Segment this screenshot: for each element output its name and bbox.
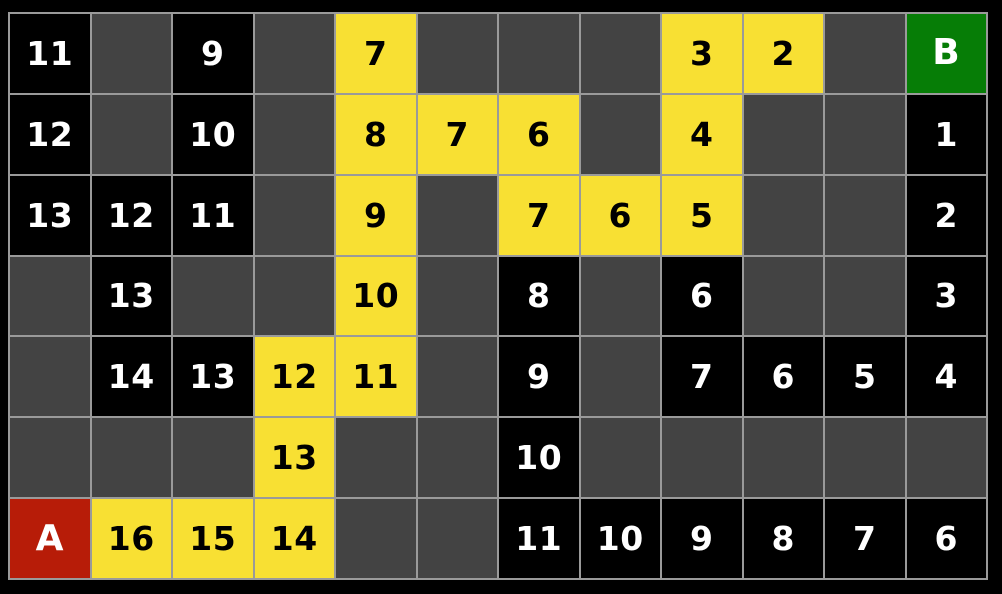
- grid-cell-empty[interactable]: [825, 418, 905, 498]
- grid-cell-path[interactable]: 7: [417, 94, 497, 174]
- grid-cell-path[interactable]: 4: [662, 94, 742, 174]
- grid-cell-visited[interactable]: 8: [743, 499, 823, 578]
- grid-cell-empty[interactable]: [173, 418, 253, 498]
- grid-cell-visited[interactable]: 7: [662, 337, 742, 417]
- grid-cell-visited[interactable]: 6: [662, 256, 742, 336]
- grid-cell-path[interactable]: 14: [254, 499, 334, 578]
- grid-cell-visited[interactable]: 8: [499, 256, 579, 336]
- grid-cell-visited[interactable]: 12: [91, 175, 171, 255]
- grid-cell-empty[interactable]: [580, 94, 660, 174]
- grid-cell-start[interactable]: A: [10, 499, 90, 578]
- grid-cell-visited[interactable]: 11: [499, 499, 579, 578]
- grid-cell-empty[interactable]: [417, 418, 497, 498]
- grid-cell-empty[interactable]: [417, 499, 497, 578]
- grid-cell-empty[interactable]: [91, 94, 171, 174]
- grid-cell-visited[interactable]: 9: [499, 337, 579, 417]
- grid-cell-empty[interactable]: [825, 175, 905, 255]
- grid-cell-visited[interactable]: 10: [173, 94, 253, 174]
- grid-cell-path[interactable]: 6: [499, 94, 579, 174]
- grid-cell-path[interactable]: 5: [662, 175, 742, 255]
- grid-cell-empty[interactable]: [254, 256, 334, 336]
- grid-cell-visited[interactable]: 5: [825, 337, 905, 417]
- grid-cell-path[interactable]: 7: [336, 14, 416, 93]
- grid-cell-empty[interactable]: [743, 418, 823, 498]
- grid-cell-empty[interactable]: [254, 94, 334, 174]
- grid-cell-empty[interactable]: [580, 256, 660, 336]
- grid-cell-empty[interactable]: [10, 418, 90, 498]
- grid-cell-empty[interactable]: [580, 337, 660, 417]
- grid-cell-visited[interactable]: 9: [662, 499, 742, 578]
- grid-cell-empty[interactable]: [336, 499, 416, 578]
- grid-cell-visited[interactable]: 12: [10, 94, 90, 174]
- grid-cell-empty[interactable]: [10, 256, 90, 336]
- pathfinding-grid: 11 9 7 3 2 B 12 10 8 7 6 4 1 13 12 11 9 7 6 5 2 13 10 8 6 3 14 13 12…: [8, 12, 988, 580]
- grid-cell-path[interactable]: 7: [499, 175, 579, 255]
- grid-cell-path[interactable]: 15: [173, 499, 253, 578]
- grid-cell-empty[interactable]: [743, 256, 823, 336]
- grid-cell-visited[interactable]: 1: [906, 94, 986, 174]
- grid-cell-visited[interactable]: 13: [10, 175, 90, 255]
- grid-cell-path[interactable]: 8: [336, 94, 416, 174]
- grid-cell-path[interactable]: 16: [91, 499, 171, 578]
- grid-cell-empty[interactable]: [662, 418, 742, 498]
- grid-cell-visited[interactable]: 2: [906, 175, 986, 255]
- grid-cell-empty[interactable]: [417, 14, 497, 93]
- grid-cell-empty[interactable]: [743, 175, 823, 255]
- grid-cell-empty[interactable]: [417, 337, 497, 417]
- grid-cell-empty[interactable]: [499, 14, 579, 93]
- grid-cell-visited[interactable]: 3: [906, 256, 986, 336]
- grid-cell-visited[interactable]: 7: [825, 499, 905, 578]
- grid-cell-visited[interactable]: 9: [173, 14, 253, 93]
- grid-cell-visited[interactable]: 13: [173, 337, 253, 417]
- grid-cell-empty[interactable]: [580, 14, 660, 93]
- grid-cell-empty[interactable]: [417, 256, 497, 336]
- grid-cell-path[interactable]: 3: [662, 14, 742, 93]
- grid-cell-empty[interactable]: [825, 256, 905, 336]
- grid-cell-empty[interactable]: [91, 418, 171, 498]
- grid-cell-empty[interactable]: [825, 14, 905, 93]
- grid-cell-path[interactable]: 10: [336, 256, 416, 336]
- grid-cell-empty[interactable]: [743, 94, 823, 174]
- grid-cell-visited[interactable]: 10: [499, 418, 579, 498]
- grid-cell-empty[interactable]: [825, 94, 905, 174]
- grid-cell-visited[interactable]: 11: [10, 14, 90, 93]
- grid-cell-visited[interactable]: 6: [906, 499, 986, 578]
- grid-cell-goal[interactable]: B: [906, 14, 986, 93]
- grid-cell-empty[interactable]: [906, 418, 986, 498]
- grid-cell-empty[interactable]: [417, 175, 497, 255]
- grid-cell-empty[interactable]: [173, 256, 253, 336]
- grid-cell-empty[interactable]: [254, 14, 334, 93]
- grid-cell-path[interactable]: 12: [254, 337, 334, 417]
- grid-cell-visited[interactable]: 10: [580, 499, 660, 578]
- grid-cell-path[interactable]: 6: [580, 175, 660, 255]
- grid-cell-visited[interactable]: 14: [91, 337, 171, 417]
- grid-cell-path[interactable]: 2: [743, 14, 823, 93]
- grid-cell-visited[interactable]: 4: [906, 337, 986, 417]
- grid-cell-visited[interactable]: 11: [173, 175, 253, 255]
- grid-cell-empty[interactable]: [91, 14, 171, 93]
- grid-cell-path[interactable]: 11: [336, 337, 416, 417]
- grid-cell-empty[interactable]: [10, 337, 90, 417]
- grid-cell-empty[interactable]: [336, 418, 416, 498]
- grid-cell-empty[interactable]: [580, 418, 660, 498]
- grid-cell-visited[interactable]: 6: [743, 337, 823, 417]
- grid-cell-visited[interactable]: 13: [91, 256, 171, 336]
- grid-cell-empty[interactable]: [254, 175, 334, 255]
- grid-cell-path[interactable]: 9: [336, 175, 416, 255]
- grid-cell-path[interactable]: 13: [254, 418, 334, 498]
